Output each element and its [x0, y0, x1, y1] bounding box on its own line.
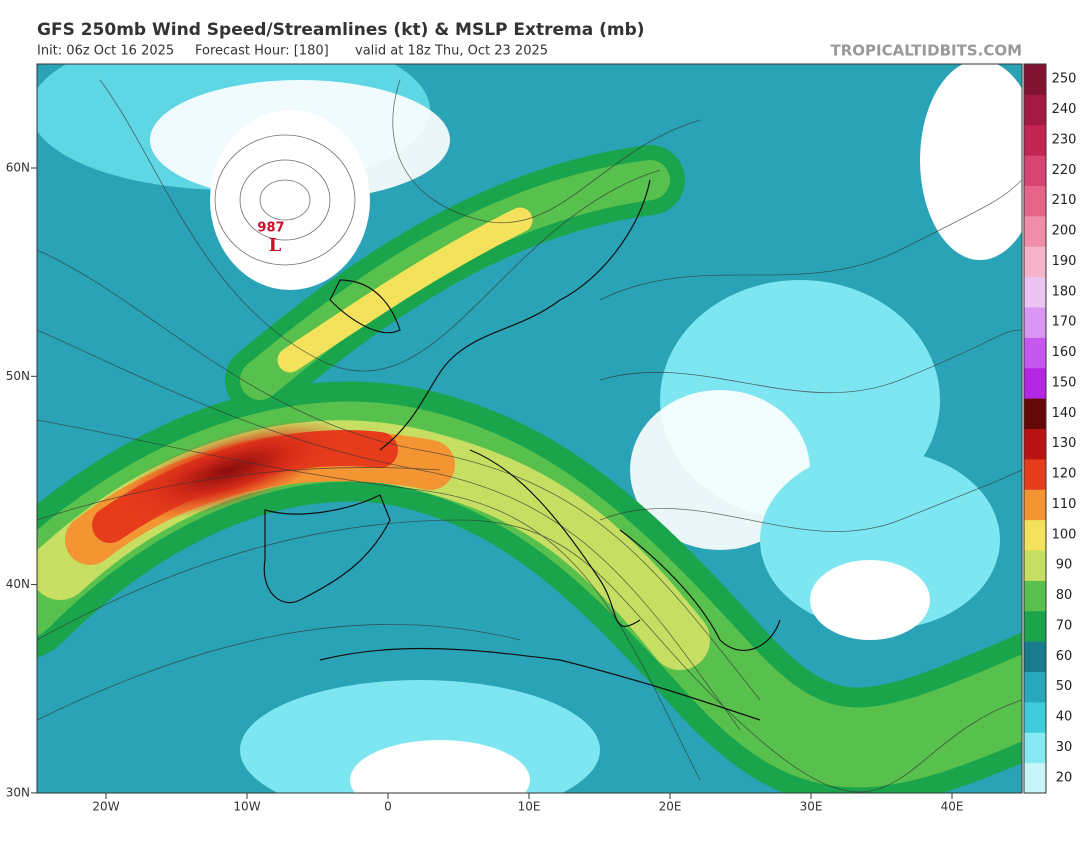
valid-time: valid at 18z Thu, Oct 23 2025 [355, 44, 548, 59]
colorbar-label: 180 [1052, 284, 1077, 299]
colorbar-label: 40 [1056, 710, 1073, 725]
colorbar-label: 20 [1056, 770, 1073, 785]
colorbar-label: 80 [1056, 588, 1073, 603]
longitude-label: 20E [659, 800, 682, 814]
colorbar-band [1024, 610, 1046, 642]
coastlines [263, 179, 781, 721]
longitude-label: 20W [92, 800, 119, 814]
colorbar-band [1024, 276, 1046, 308]
colorbar-label: 200 [1052, 224, 1077, 239]
colorbar-label: 210 [1052, 193, 1077, 208]
colorbar-label: 90 [1056, 558, 1073, 573]
colorbar-label: 160 [1052, 345, 1077, 360]
colorbar-label: 150 [1052, 375, 1077, 390]
longitude-label: 10E [518, 800, 541, 814]
colorbar-band [1024, 732, 1046, 764]
longitude-label: 10W [233, 800, 260, 814]
colorbar-label: 170 [1052, 315, 1077, 330]
colorbar-label: 100 [1052, 527, 1077, 542]
colorbar-band [1024, 519, 1046, 551]
colorbar-label: 120 [1052, 467, 1077, 482]
streamlines [37, 79, 1022, 793]
colorbar-label: 130 [1052, 436, 1077, 451]
colorbar-label: 140 [1052, 406, 1077, 421]
colorbar-band [1024, 246, 1046, 278]
longitude-label: 40E [941, 800, 964, 814]
colorbar-label: 230 [1052, 132, 1077, 147]
longitude-label: 0 [384, 800, 392, 814]
colorbar-label: 240 [1052, 102, 1077, 117]
colorbar-band [1024, 398, 1046, 429]
colorbar-band [1024, 458, 1046, 490]
latitude-label: 50N [6, 369, 30, 383]
colorbar-band [1024, 155, 1046, 186]
latitude-label: 60N [6, 161, 30, 175]
init-time: Init: 06z Oct 16 2025 [37, 44, 174, 59]
colorbar-band [1024, 367, 1046, 399]
colorbar-label: 30 [1056, 740, 1073, 755]
latitude-label: 30N [6, 785, 30, 799]
forecast-hour: Forecast Hour: [180] [195, 44, 329, 59]
title: GFS 250mb Wind Speed/Streamlines (kt) & … [37, 20, 645, 40]
colorbar-label: 60 [1056, 649, 1073, 664]
map-area [37, 64, 1022, 793]
colorbar-band [1024, 428, 1046, 460]
colorbar-band [1024, 762, 1046, 794]
colorbar-band [1024, 580, 1046, 612]
colorbar-label: 110 [1052, 497, 1077, 512]
colorbar-band [1024, 641, 1046, 672]
colorbar-band [1024, 489, 1046, 521]
colorbar-label: 50 [1056, 679, 1073, 694]
colorbar-band [1024, 671, 1046, 703]
colorbar-label: 190 [1052, 254, 1077, 269]
colorbar-band [1024, 701, 1046, 733]
colorbar-band [1024, 337, 1046, 369]
colorbar-label: 220 [1052, 163, 1077, 178]
source-watermark: TROPICALTIDBITS.COM [831, 42, 1023, 60]
low-symbol: L [269, 235, 282, 256]
colorbar-label: 70 [1056, 618, 1073, 633]
colorbar-band [1024, 94, 1046, 126]
colorbar-frame [1023, 63, 1047, 794]
colorbar-band [1024, 185, 1046, 217]
colorbar: 20 30 40 50 60 70 80 90 100 110 120 130 140 150 160 170… [1023, 63, 1077, 794]
colorbar-band [1024, 307, 1046, 338]
colorbar-label: 250 [1052, 72, 1077, 87]
colorbar-band [1024, 124, 1046, 156]
low-pressure-value: 987 [257, 221, 284, 236]
colorbar-band [1024, 550, 1046, 581]
colorbar-band [1024, 215, 1046, 247]
colorbar-band [1024, 64, 1046, 95]
latitude-label: 40N [6, 577, 30, 591]
longitude-label: 30E [800, 800, 823, 814]
axis-labels: 60N 50N 40N 30N 20W 10W 0 10E 20E 30E 40E [6, 161, 964, 814]
